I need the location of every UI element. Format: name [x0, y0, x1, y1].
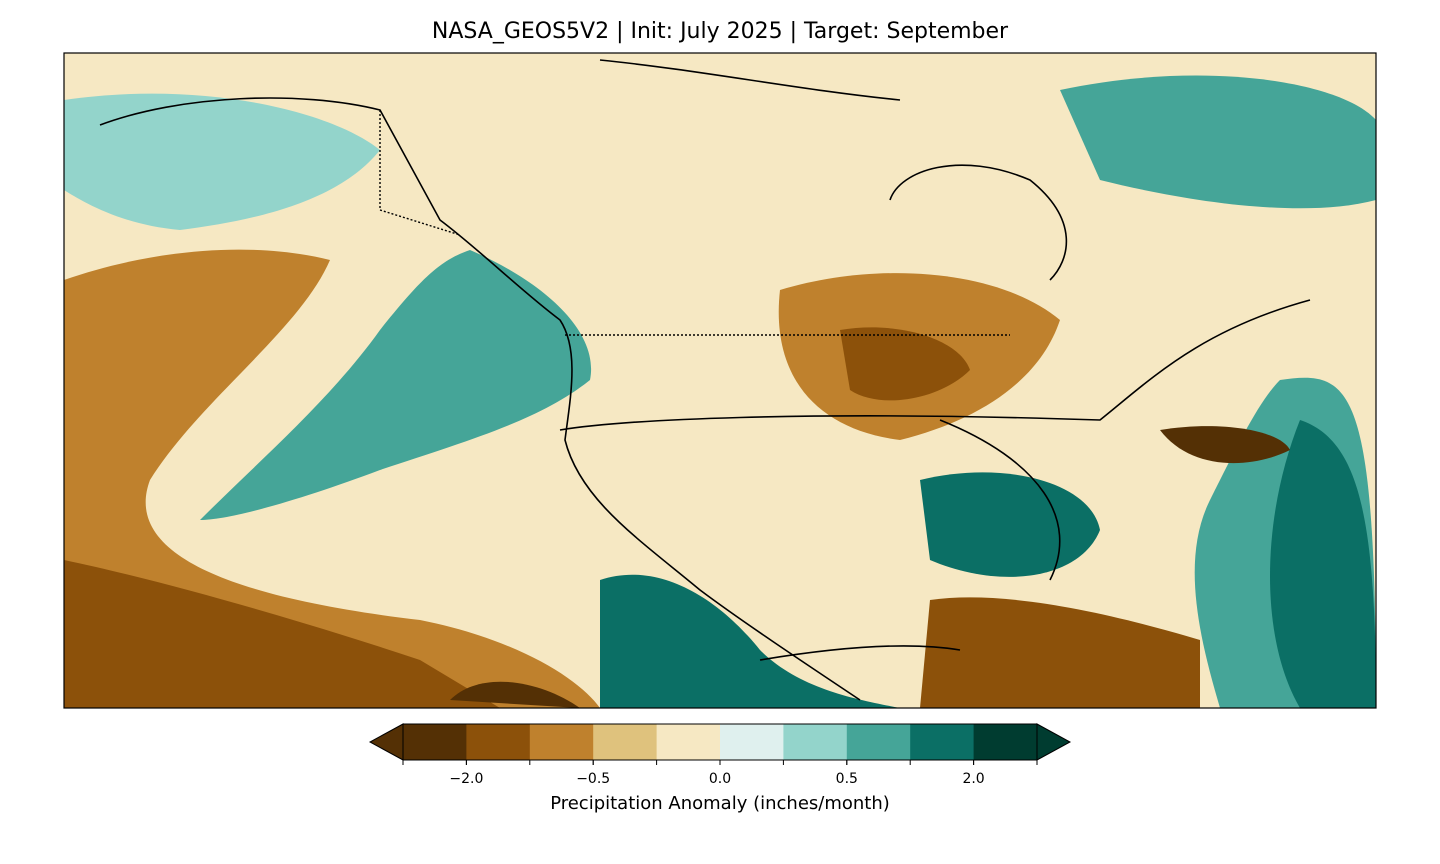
anomaly-area [450, 681, 580, 708]
coastline [99, 59, 1311, 701]
colorbar-segment [910, 724, 975, 760]
anomaly-area [920, 597, 1200, 708]
colorbar: −2.0 −0.5 0.0 0.5 2.0 [368, 723, 1072, 787]
colorbar-extension [368, 723, 404, 761]
map-title: NASA_GEOS5V2 | Init: July 2025 | Target:… [432, 19, 1009, 44]
colorbar-segment [529, 724, 594, 760]
colorbar-tick-label: −2.0 [449, 771, 483, 787]
anomaly-area [1270, 420, 1376, 708]
colorbar-segment [720, 724, 784, 760]
colorbar-segment [846, 724, 911, 760]
anomaly-area [600, 574, 900, 708]
colorbar-segment [783, 724, 848, 760]
anomaly-area [920, 472, 1100, 577]
border [379, 110, 1010, 336]
anomaly-area [64, 560, 500, 708]
anomaly-area [840, 327, 970, 401]
colorbar-segment [593, 724, 658, 760]
colorbar-tick-label: 0.5 [836, 771, 858, 787]
colorbar-extension [1036, 723, 1072, 761]
map-frame [63, 52, 1377, 709]
anomaly-area [1160, 426, 1290, 464]
colorbar-segment [403, 724, 467, 760]
colorbar-tick-label: −0.5 [576, 771, 610, 787]
colorbar-tick-label: 2.0 [962, 771, 984, 787]
anomaly-area [1060, 75, 1376, 209]
colorbar-segment [973, 724, 1038, 760]
colorbar-label: Precipitation Anomaly (inches/month) [550, 793, 890, 814]
map [64, 53, 1376, 708]
colorbar-tick-label: 0.0 [709, 771, 731, 787]
anomaly-area [200, 250, 592, 520]
colorbar-segment [466, 724, 531, 760]
anomaly-area [64, 93, 380, 230]
colorbar-segment [656, 724, 721, 760]
